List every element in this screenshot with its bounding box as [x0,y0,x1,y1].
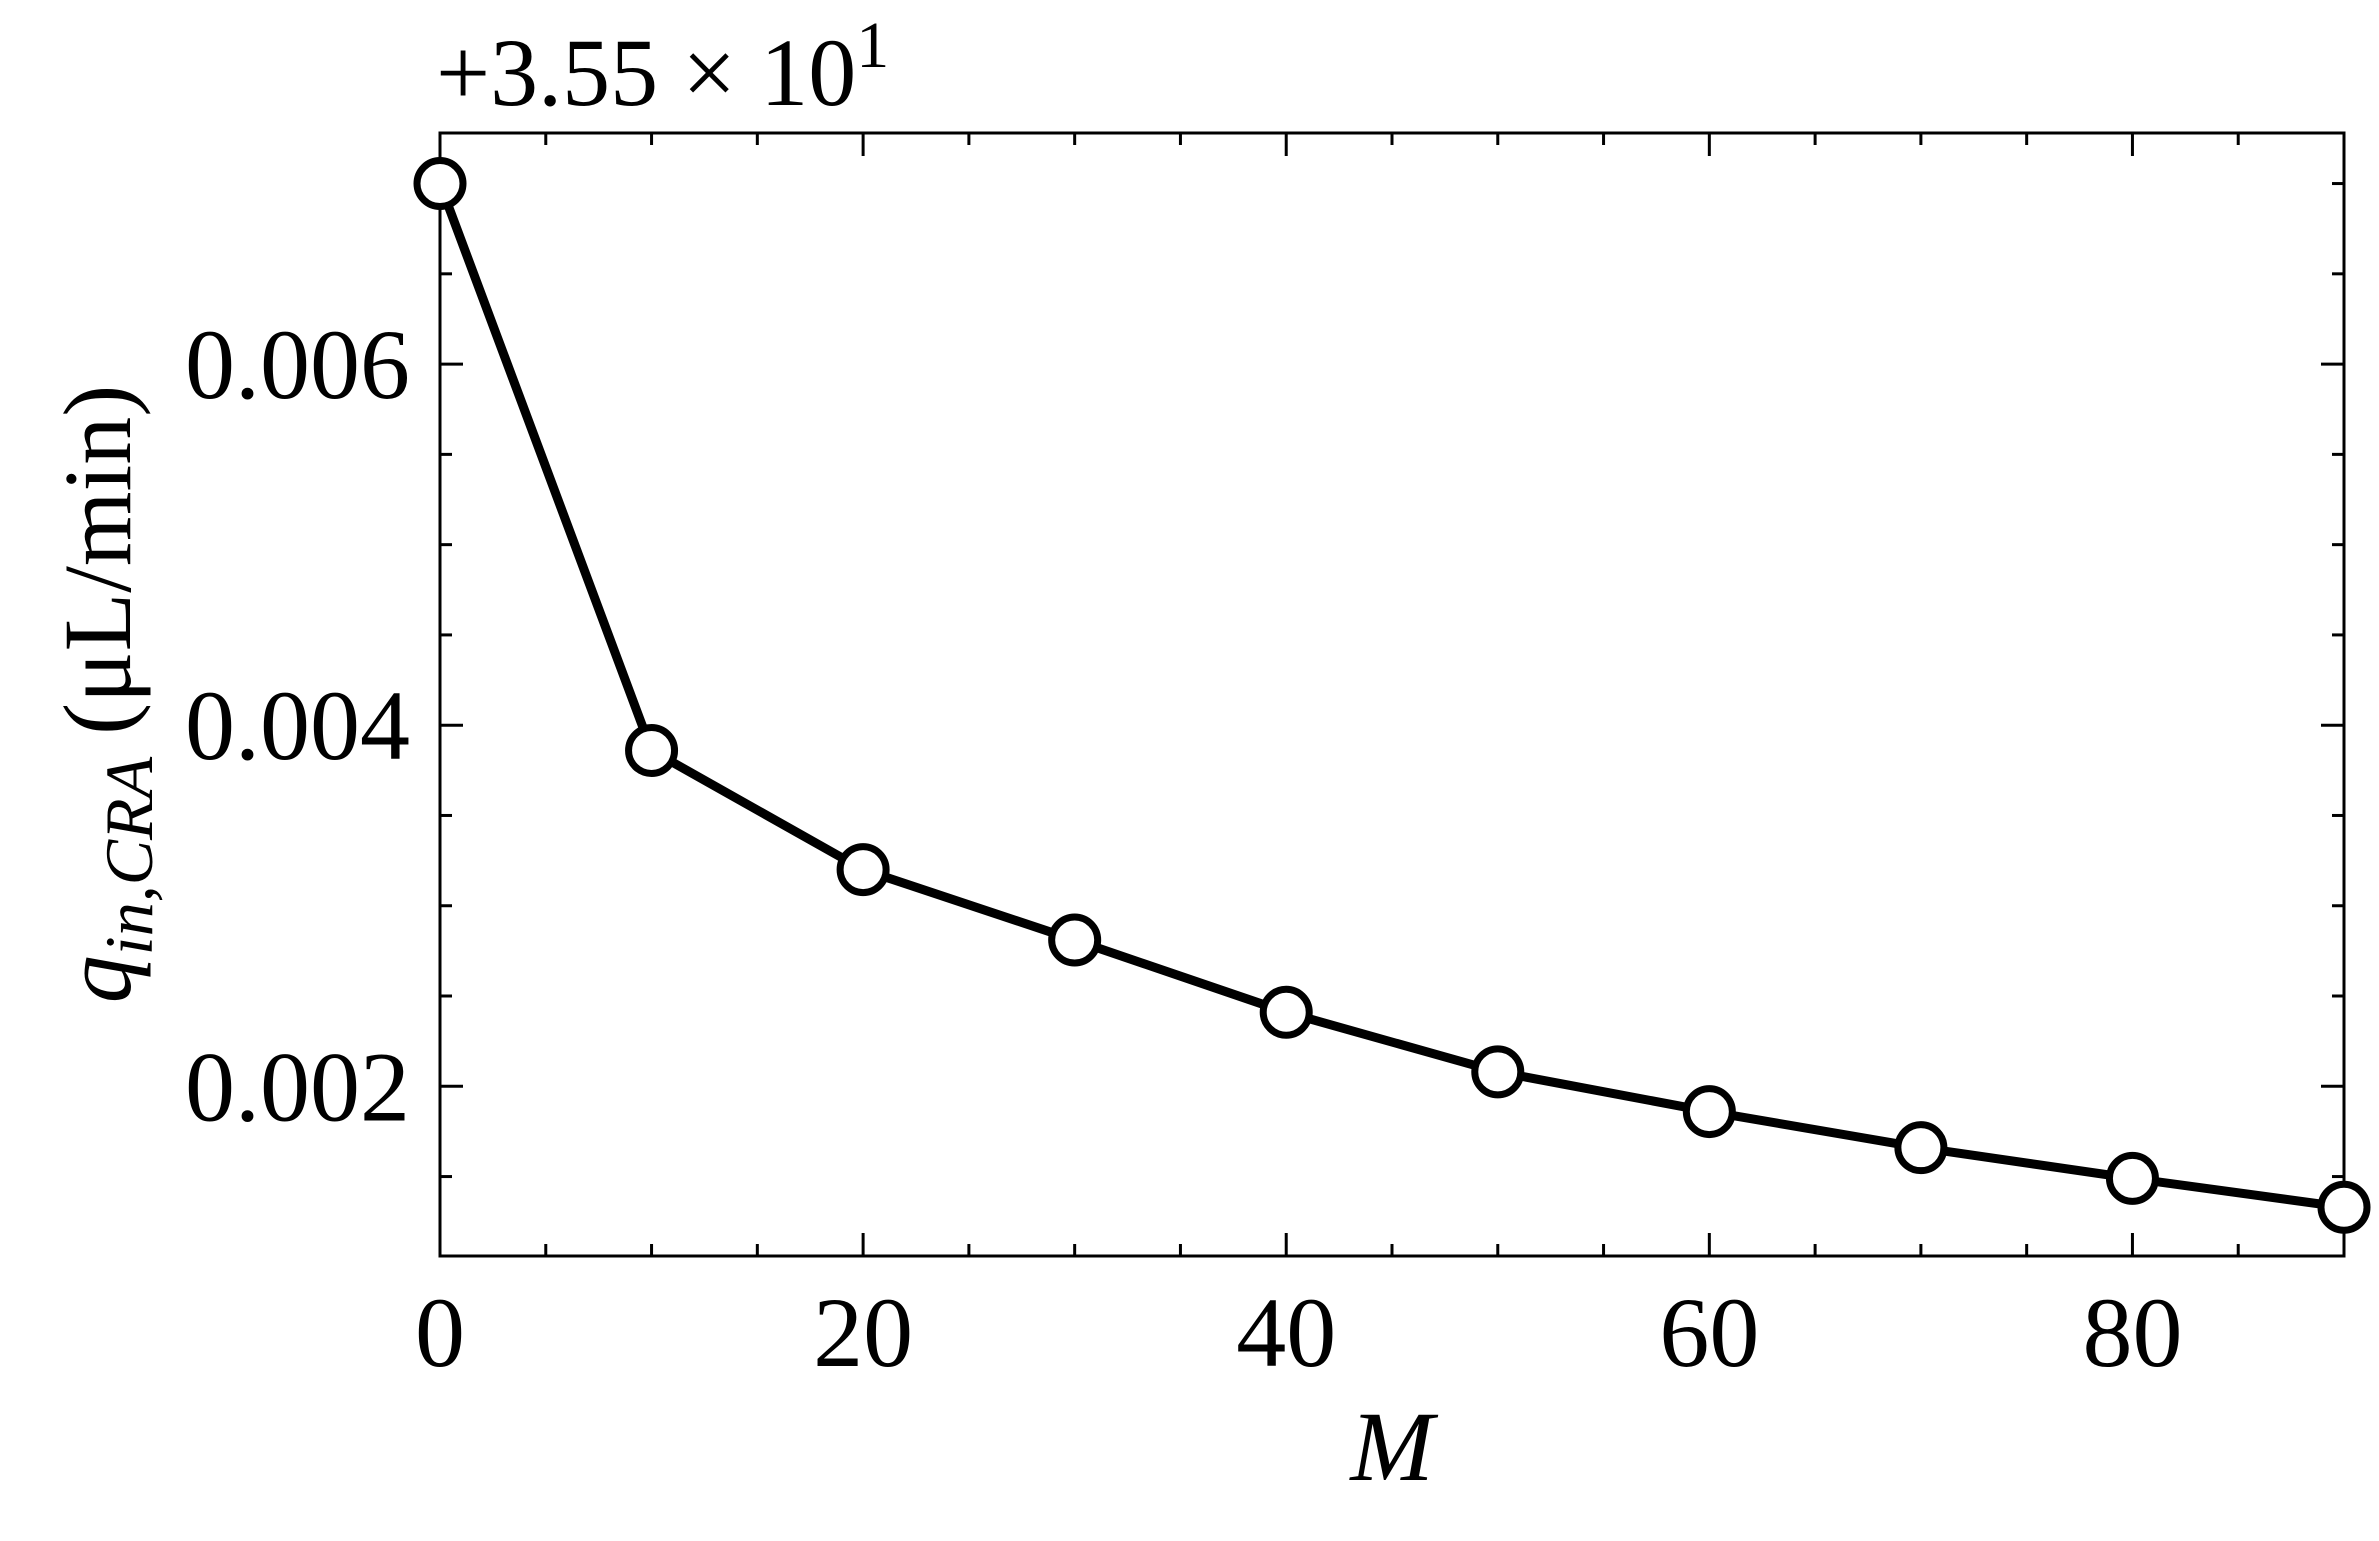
data-point [413,157,467,211]
x-tick-label: 60 [1659,1277,1759,1388]
offset-text: +3.55 × 101 [436,9,889,126]
x-tick-label: 20 [813,1277,913,1388]
data-line [435,181,2345,1212]
data-point [2317,1180,2371,1234]
y-tick-label: 0.002 [185,1031,410,1142]
data-point [1259,985,1313,1039]
x-axis-label: M [1348,1391,1438,1502]
x-tick-label: 80 [2082,1277,2182,1388]
y-tick-label: 0.004 [185,670,410,781]
y-tick-label: 0.006 [185,309,410,420]
plot-frame [438,131,2346,1258]
data-point [625,723,679,777]
offset-base: +3.55 × 10 [436,19,856,126]
x-tick-label: 40 [1236,1277,1336,1388]
data-point [1682,1085,1736,1139]
data-point [2105,1151,2159,1205]
y-label-subscript: in,CRA [91,756,167,955]
data-point [1894,1121,1948,1175]
y-axis-label: qin,CRA (μL/min) [44,385,167,1003]
y-label-unit: (μL/min) [44,385,151,735]
data-point [836,843,890,897]
data-point [1048,913,1102,967]
offset-exponent: 1 [856,9,889,82]
y-label-symbol: q [44,955,151,1003]
data-point [1471,1045,1525,1099]
x-tick-label: 0 [415,1277,465,1388]
